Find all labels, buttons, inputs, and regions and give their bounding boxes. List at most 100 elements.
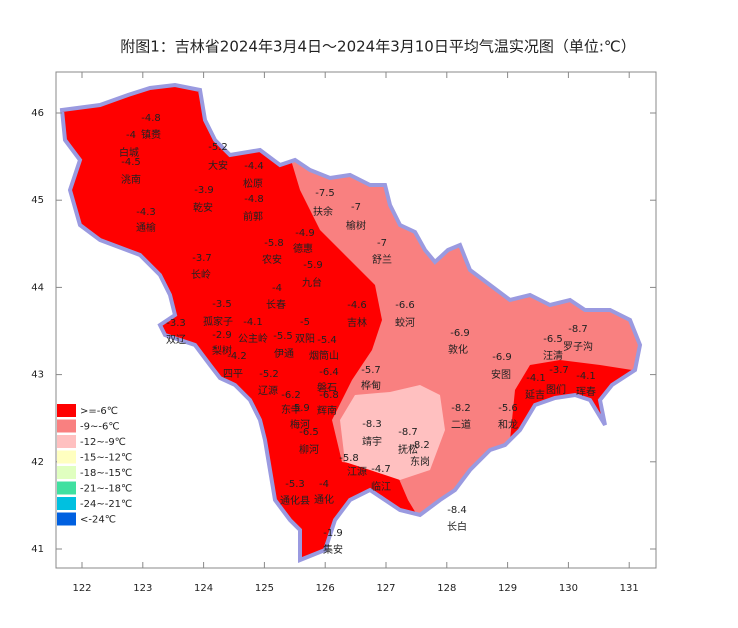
station-value: -4.1 xyxy=(243,317,263,328)
x-tick-label: 130 xyxy=(559,583,578,594)
station-name: 伊通 xyxy=(274,348,294,360)
station-value: -4.1 xyxy=(576,371,596,382)
station-name: 汪清 xyxy=(543,349,563,362)
station-value: -6.5 xyxy=(299,427,319,438)
station-name: 梨树 xyxy=(212,344,232,357)
station-value: -8.7 xyxy=(398,427,418,438)
x-tick-label: 124 xyxy=(194,583,213,594)
station-name: 大安 xyxy=(208,159,228,172)
station-name: 长白 xyxy=(447,520,467,533)
y-tick-label: 44 xyxy=(31,282,44,293)
station-value: -4.4 xyxy=(244,161,264,172)
station-name: 九台 xyxy=(302,276,322,289)
station-value: -5.2 xyxy=(208,142,228,153)
station-value: -8.2 xyxy=(451,403,471,414)
station-value: -1.9 xyxy=(323,528,343,539)
station-name: 敦化 xyxy=(448,343,468,356)
zone-cool xyxy=(340,385,445,480)
station-value: -6.9 xyxy=(492,352,512,363)
legend-label: <-24℃ xyxy=(80,515,116,526)
station-value: -5.3 xyxy=(285,479,305,490)
station-name: 双阳 xyxy=(295,333,315,345)
station-name: 二道 xyxy=(451,418,471,431)
station-value: -5 xyxy=(300,317,310,328)
station-name: 舒兰 xyxy=(372,253,392,266)
station-value: -4.7 xyxy=(371,464,391,475)
legend-swatch xyxy=(57,419,76,433)
legend-label: -9~-6℃ xyxy=(80,422,120,433)
station-value: -4 xyxy=(272,283,282,294)
station-value: -4.6 xyxy=(347,300,367,311)
station-value: -7.5 xyxy=(315,188,335,199)
station-name: 公主岭 xyxy=(238,332,268,345)
station-value: -4.9 xyxy=(295,228,315,239)
station-value: -4.1 xyxy=(526,373,546,384)
station-value: -3.7 xyxy=(549,365,569,376)
station-name: 孤家子 xyxy=(203,315,233,328)
station-name: 靖宇 xyxy=(362,435,382,448)
station-value: -7 xyxy=(377,238,387,249)
station-value: -5.9 xyxy=(290,403,310,414)
station-name: 临江 xyxy=(371,480,391,493)
station-value: -6.4 xyxy=(319,367,339,378)
legend-swatch xyxy=(57,450,76,464)
x-tick-label: 125 xyxy=(255,583,274,594)
station-name: 桦甸 xyxy=(361,379,381,392)
station-value: -5.4 xyxy=(317,335,337,346)
station-name: 吉林 xyxy=(347,316,367,329)
station-name: 松原 xyxy=(243,177,263,190)
station-name: 通化 xyxy=(314,493,334,506)
station-value: -3.9 xyxy=(194,185,214,196)
station-value: -6.9 xyxy=(450,328,470,339)
station-name: 集安 xyxy=(323,543,343,556)
x-tick-label: 128 xyxy=(437,583,456,594)
temperature-fill xyxy=(62,85,640,560)
station-value: -8.4 xyxy=(447,505,467,516)
station-name: 通榆 xyxy=(136,221,156,234)
station-name: 白城 xyxy=(119,146,139,159)
station-name: 辉南 xyxy=(317,404,337,417)
station-value: -6.5 xyxy=(543,334,563,345)
legend-swatch xyxy=(57,435,76,448)
y-tick-label: 45 xyxy=(31,195,44,206)
legend-swatch xyxy=(57,466,76,479)
station-name: 柳河 xyxy=(299,443,319,456)
station-value: -5.8 xyxy=(264,238,284,249)
station-name: 罗子沟 xyxy=(563,340,593,353)
station-name: 梅河 xyxy=(290,418,310,431)
station-name: 烟筒山 xyxy=(309,349,339,362)
station-value: -8.2 xyxy=(410,440,430,451)
station-name: 扶余 xyxy=(313,205,333,218)
station-value: -4 xyxy=(319,479,329,490)
station-value: -3.7 xyxy=(192,253,212,264)
station-value: -2.9 xyxy=(212,330,232,341)
station-name: 珲春 xyxy=(576,386,596,398)
station-value: -4.3 xyxy=(136,207,156,218)
legend-label: -18~-15℃ xyxy=(80,468,132,479)
legend-label: -12~-9℃ xyxy=(80,437,126,448)
station-name: 通化县 xyxy=(280,494,310,507)
x-tick-label: 127 xyxy=(376,583,395,594)
station-name: 双辽 xyxy=(166,334,186,346)
y-tick-label: 41 xyxy=(31,544,44,555)
station-name: 抚松 xyxy=(398,443,418,456)
station-value: -5.6 xyxy=(498,403,518,414)
legend-label: >=-6℃ xyxy=(80,406,118,417)
x-tick-label: 131 xyxy=(620,583,639,594)
station-name: 东岗 xyxy=(410,455,430,468)
station-name: 乾安 xyxy=(193,201,213,214)
station-value: -6.6 xyxy=(395,300,415,311)
station-name: 图们 xyxy=(546,383,566,396)
station-value: -5.7 xyxy=(361,365,381,376)
station-value: -3.3 xyxy=(166,318,186,329)
station-value: -8.3 xyxy=(362,419,382,430)
legend-swatch xyxy=(57,481,76,495)
station-value: -8.7 xyxy=(568,324,588,335)
station-name: 德惠 xyxy=(293,242,313,255)
station-value: -3.5 xyxy=(212,299,232,310)
station-name: 长春 xyxy=(266,299,286,311)
station-value: -6.2 xyxy=(281,390,301,401)
station-value: -5.8 xyxy=(339,453,359,464)
station-value: -4.5 xyxy=(121,157,141,168)
